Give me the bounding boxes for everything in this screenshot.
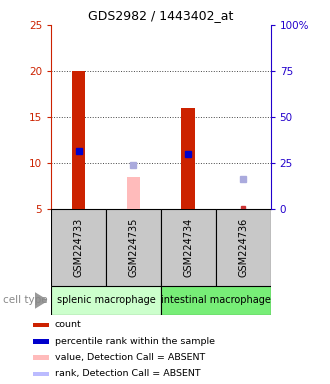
Title: GDS2982 / 1443402_at: GDS2982 / 1443402_at [88, 9, 234, 22]
Bar [51, 209, 106, 286]
Text: GSM224734: GSM224734 [183, 218, 193, 277]
Bar [33, 355, 49, 360]
Bar [33, 339, 49, 344]
Polygon shape [35, 293, 47, 308]
Text: intestinal macrophage: intestinal macrophage [161, 295, 271, 306]
Text: percentile rank within the sample: percentile rank within the sample [55, 337, 215, 346]
Text: cell type: cell type [3, 295, 48, 306]
Text: count: count [55, 321, 82, 329]
Bar [161, 209, 216, 286]
Bar [51, 286, 161, 315]
Text: GSM224733: GSM224733 [74, 218, 83, 277]
Bar [161, 286, 271, 315]
Bar [33, 372, 49, 376]
Bar [72, 71, 85, 209]
Bar [182, 108, 195, 209]
Bar [33, 323, 49, 327]
Text: rank, Detection Call = ABSENT: rank, Detection Call = ABSENT [55, 369, 200, 378]
Bar [216, 209, 271, 286]
Text: GSM224735: GSM224735 [128, 218, 139, 277]
Bar [127, 177, 140, 209]
Text: splenic macrophage: splenic macrophage [57, 295, 155, 306]
Text: GSM224736: GSM224736 [238, 218, 248, 277]
Bar [106, 209, 161, 286]
Text: value, Detection Call = ABSENT: value, Detection Call = ABSENT [55, 353, 205, 362]
